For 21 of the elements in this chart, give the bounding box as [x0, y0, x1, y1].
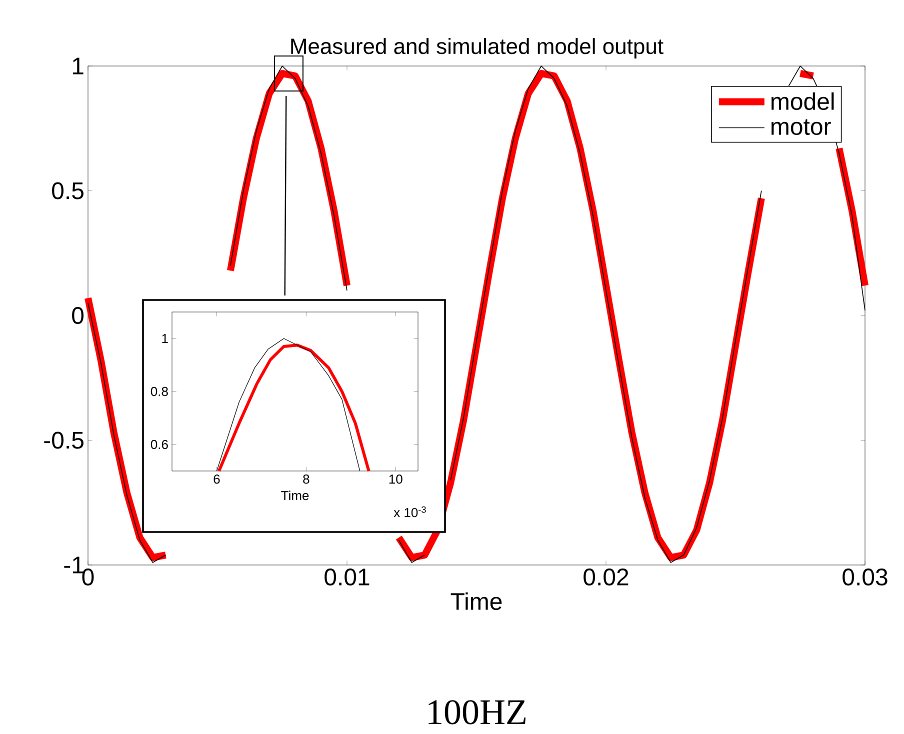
y-tick-label: -1	[64, 556, 84, 574]
annotation: x 10$^{-3}$	[394, 506, 426, 518]
x-tick-label: 10	[389, 474, 402, 484]
y-tick-label: 1	[72, 58, 84, 74]
text: 100HZ	[428, 700, 526, 724]
y-tick-label: 0.8	[150, 386, 168, 396]
x-tick-label: 0.03	[842, 568, 888, 586]
x-axis-title: Time	[450, 592, 502, 610]
y-tick-label: 0.6	[150, 440, 168, 450]
y-tick-label: 0.5	[52, 182, 84, 200]
x-tick-label: 0.02	[584, 568, 628, 586]
y-tick-label: 0	[72, 307, 84, 324]
legend-label: motor	[772, 119, 831, 135]
x-tick-label: 6	[214, 474, 220, 484]
chart-title: Measured and simulated model output	[291, 38, 664, 58]
y-tick-label: -0.5	[44, 432, 84, 449]
x-tick-label: 0.01	[324, 568, 370, 586]
y-tick-label: 1	[162, 334, 168, 343]
x-axis-title: Time	[281, 490, 309, 500]
x-tick-label: 8	[303, 474, 310, 484]
legend-label: model	[772, 92, 834, 110]
